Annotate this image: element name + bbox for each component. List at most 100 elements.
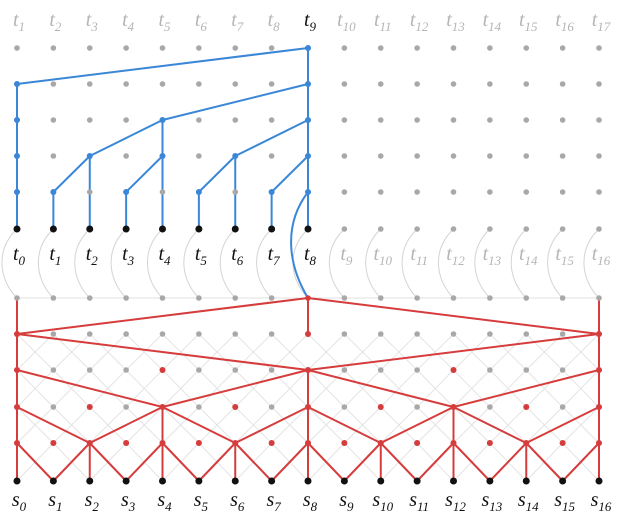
label-letter: t — [49, 9, 55, 31]
connector-curve — [583, 228, 600, 299]
label-index: 4 — [164, 253, 171, 268]
butterfly-edge — [125, 442, 164, 482]
lattice-line — [234, 406, 272, 444]
label-letter: t — [374, 9, 380, 31]
butterfly-node — [50, 440, 57, 446]
label-index: 5 — [164, 19, 171, 34]
grid-dot — [123, 331, 129, 337]
butterfly-edge — [16, 333, 309, 371]
connector-curve — [547, 228, 563, 299]
grid-dot — [559, 189, 566, 195]
label-index: 2 — [55, 19, 62, 34]
label-letter: s — [339, 489, 347, 511]
butterfly-node — [159, 404, 166, 410]
grid-dot — [268, 367, 275, 373]
lattice-line — [416, 406, 454, 444]
lattice-line — [562, 406, 600, 444]
grid-dot — [159, 45, 166, 51]
grid-dot — [268, 45, 275, 51]
label-letter: t — [122, 243, 128, 265]
butterfly-edge — [234, 442, 273, 482]
grid-dot — [450, 295, 457, 301]
lattice-line — [125, 333, 163, 371]
grid-dot — [123, 81, 129, 87]
connector-curve — [401, 228, 418, 299]
grid-dot — [341, 404, 348, 410]
label-index: 11 — [380, 19, 392, 34]
label-letter: s — [48, 489, 56, 511]
grid-dot — [377, 477, 385, 485]
grid-dot — [50, 331, 57, 337]
node-label: t6 — [195, 9, 208, 34]
tree-edge — [16, 47, 309, 85]
butterfly-node — [596, 331, 602, 337]
grid-dot — [122, 477, 130, 485]
grid-dot — [377, 45, 384, 51]
label-index: 7 — [273, 253, 280, 268]
grid-dot — [377, 117, 384, 123]
grid-dot — [49, 225, 57, 233]
grid-dot — [487, 81, 493, 87]
grid-dot — [341, 153, 348, 159]
label-index: 2 — [92, 499, 99, 514]
connector-curve — [1, 228, 18, 299]
label-letter: t — [231, 9, 237, 31]
node-label: s0 — [12, 489, 27, 514]
grid-dot — [50, 117, 57, 123]
node-label: t7 — [231, 9, 244, 34]
node-label: t5 — [195, 243, 208, 268]
grid-dot — [596, 295, 602, 301]
label-letter: t — [13, 243, 19, 265]
grid-dot — [450, 331, 457, 337]
node-label: t15 — [519, 9, 538, 34]
tree-node — [232, 153, 239, 159]
grid-dot — [86, 477, 94, 485]
grid-dot — [86, 189, 93, 195]
grid-dot — [450, 153, 457, 159]
node-label: t17 — [592, 9, 611, 34]
tree-node — [305, 189, 311, 195]
grid-dot — [341, 295, 348, 301]
label-letter: t — [13, 9, 19, 31]
grid-dot — [14, 295, 20, 301]
grid-dot — [268, 295, 275, 301]
grid-dot — [523, 189, 530, 195]
lattice-line — [162, 369, 200, 408]
label-index: 14 — [488, 19, 502, 34]
butterfly-edge — [307, 297, 600, 335]
butterfly-edge — [453, 406, 527, 444]
connector-curve — [37, 228, 54, 299]
grid-dot — [268, 331, 275, 337]
node-label: s5 — [194, 489, 209, 514]
grid-dot — [231, 225, 239, 233]
grid-dot — [487, 153, 493, 159]
grid-dot — [49, 477, 57, 485]
grid-dot — [13, 477, 21, 485]
lattice-line — [271, 369, 309, 408]
node-label: s16 — [591, 489, 612, 514]
label-letter: s — [591, 489, 599, 511]
node-label: t4 — [122, 9, 135, 34]
tree-node — [14, 81, 20, 87]
tree-node — [14, 153, 20, 159]
label-index: 16 — [598, 499, 612, 514]
butterfly-node — [159, 367, 166, 373]
label-letter: s — [445, 489, 453, 511]
label-index: 9 — [310, 19, 317, 34]
grid-dot — [596, 117, 602, 123]
butterfly-node — [414, 440, 421, 446]
butterfly-node — [14, 404, 20, 410]
label-letter: s — [121, 489, 129, 511]
node-label: t14 — [519, 243, 538, 268]
connector-curve — [219, 228, 236, 299]
grid-dot — [377, 367, 384, 373]
tree-node — [195, 189, 202, 195]
node-label: s7 — [266, 489, 281, 514]
tree-edge — [125, 155, 164, 193]
connector-curve — [110, 228, 127, 299]
butterfly-node — [14, 331, 20, 337]
grid-dot — [596, 45, 602, 51]
butterfly-node — [232, 404, 239, 410]
label-letter: t — [158, 9, 164, 31]
grid-dot — [268, 477, 276, 485]
